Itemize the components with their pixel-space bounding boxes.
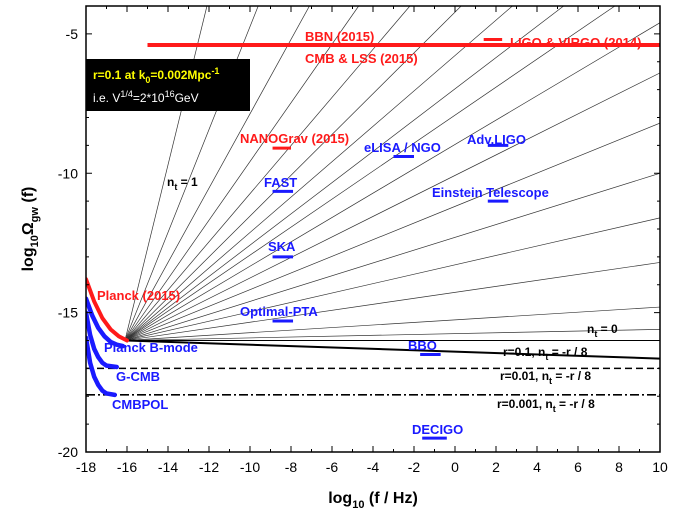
series-label-0: nt = 0 [587,322,618,339]
info-box-line1: r=0.1 at k0=0.002Mpc-1 [93,66,219,85]
x-tick-label: -8 [285,459,298,475]
red-label-3: NANOGrav (2015) [240,131,349,146]
fan-line-3 [124,6,359,341]
x-tick-label: -12 [199,459,219,475]
blue-label-3: eLISA / NGO [364,140,441,155]
red-label-1: CMB & LSS (2015) [305,51,418,66]
cmb-curve-2 [86,335,117,398]
y-tick-label: -10 [58,165,78,181]
fan-line-12 [124,172,660,341]
fan-line-10 [124,72,660,341]
y-tick-label: -20 [58,444,78,460]
x-tick-label: 10 [652,459,668,475]
red-constraints [86,37,660,343]
y-tick-label: -15 [58,305,78,321]
blue-label-2: Optimal-PTA [240,304,318,319]
x-tick-label: 0 [451,459,459,475]
fan-line-14 [124,262,660,341]
x-tick-label: -16 [117,459,137,475]
blue-label-0: FAST [264,175,297,190]
red-label-2: LIGO & VIRGO (2014) [510,35,641,50]
cmb-curve-1 [86,310,119,370]
x-tick-label: 6 [574,459,582,475]
fan-line-5 [124,6,462,341]
y-tick-label: -5 [66,26,79,42]
red-label-4: Planck (2015) [97,288,180,303]
labels: log10 (f / Hz) log10Ωgw (f) BBN (2015) CMB … [20,29,641,511]
fan-line-11 [124,122,660,341]
fan-line-16 [124,329,660,341]
x-tick-label: 2 [492,459,500,475]
axis-ticks: -18 -16 -14 -12 -10 -8 -6 -4 -2 0 2 4 6 8 10-20-15-10-… [58,5,668,475]
fan-line-8 [124,6,616,341]
fan-line-4 [124,6,411,341]
fan-line-6 [124,6,513,341]
x-tick-label: -10 [240,459,260,475]
x-tick-label: 4 [533,459,541,475]
x-tick-label: -14 [158,459,178,475]
fan-line-13 [124,217,660,341]
consistency-lines [86,339,660,396]
nt1-label: nt = 1 [167,175,198,192]
x-tick-label: -18 [76,459,96,475]
series-label-3: r=0.001, nt = -r / 8 [497,397,595,414]
planck-2015-curve [86,277,129,343]
fan-line-7 [124,6,564,341]
blue-label-4: Adv.LIGO [467,132,526,147]
x-tick-label: -6 [326,459,339,475]
info-box-bg [86,59,250,111]
blue-label-6: BBO [408,338,437,353]
y-axis-label: log10Ωgw (f) [20,187,41,272]
fan-line-15 [124,306,660,341]
cmb-label-2: CMBPOL [112,397,168,412]
info-box-line2: i.e. V1/4=2*1016GeV [93,89,199,105]
x-tick-label: -4 [367,459,380,475]
x-axis-label: log10 (f / Hz) [328,490,418,511]
fan-line-2 [124,6,310,341]
series-line-1 [126,339,660,360]
blue-sensitivities [86,143,509,440]
series-label-1: r=0.1, nt = -r / 8 [503,345,588,362]
blue-label-5: Einstein Telescope [432,185,549,200]
fan-line-9 [124,22,660,341]
blue-label-1: SKA [268,239,296,254]
x-tick-label: -2 [408,459,421,475]
series-label-2: r=0.01, nt = -r / 8 [500,369,591,386]
x-tick-label: 8 [615,459,623,475]
blue-label-7: DECIGO [412,422,463,437]
cmb-label-1: G-CMB [116,369,160,384]
cmb-label-0: Planck B-mode [104,340,198,355]
red-label-0: BBN (2015) [305,29,374,44]
cmb-curve-0 [86,296,126,349]
info-box: r=0.1 at k0=0.002Mpc-1 i.e. V1/4=2*1016Ge… [86,59,250,111]
